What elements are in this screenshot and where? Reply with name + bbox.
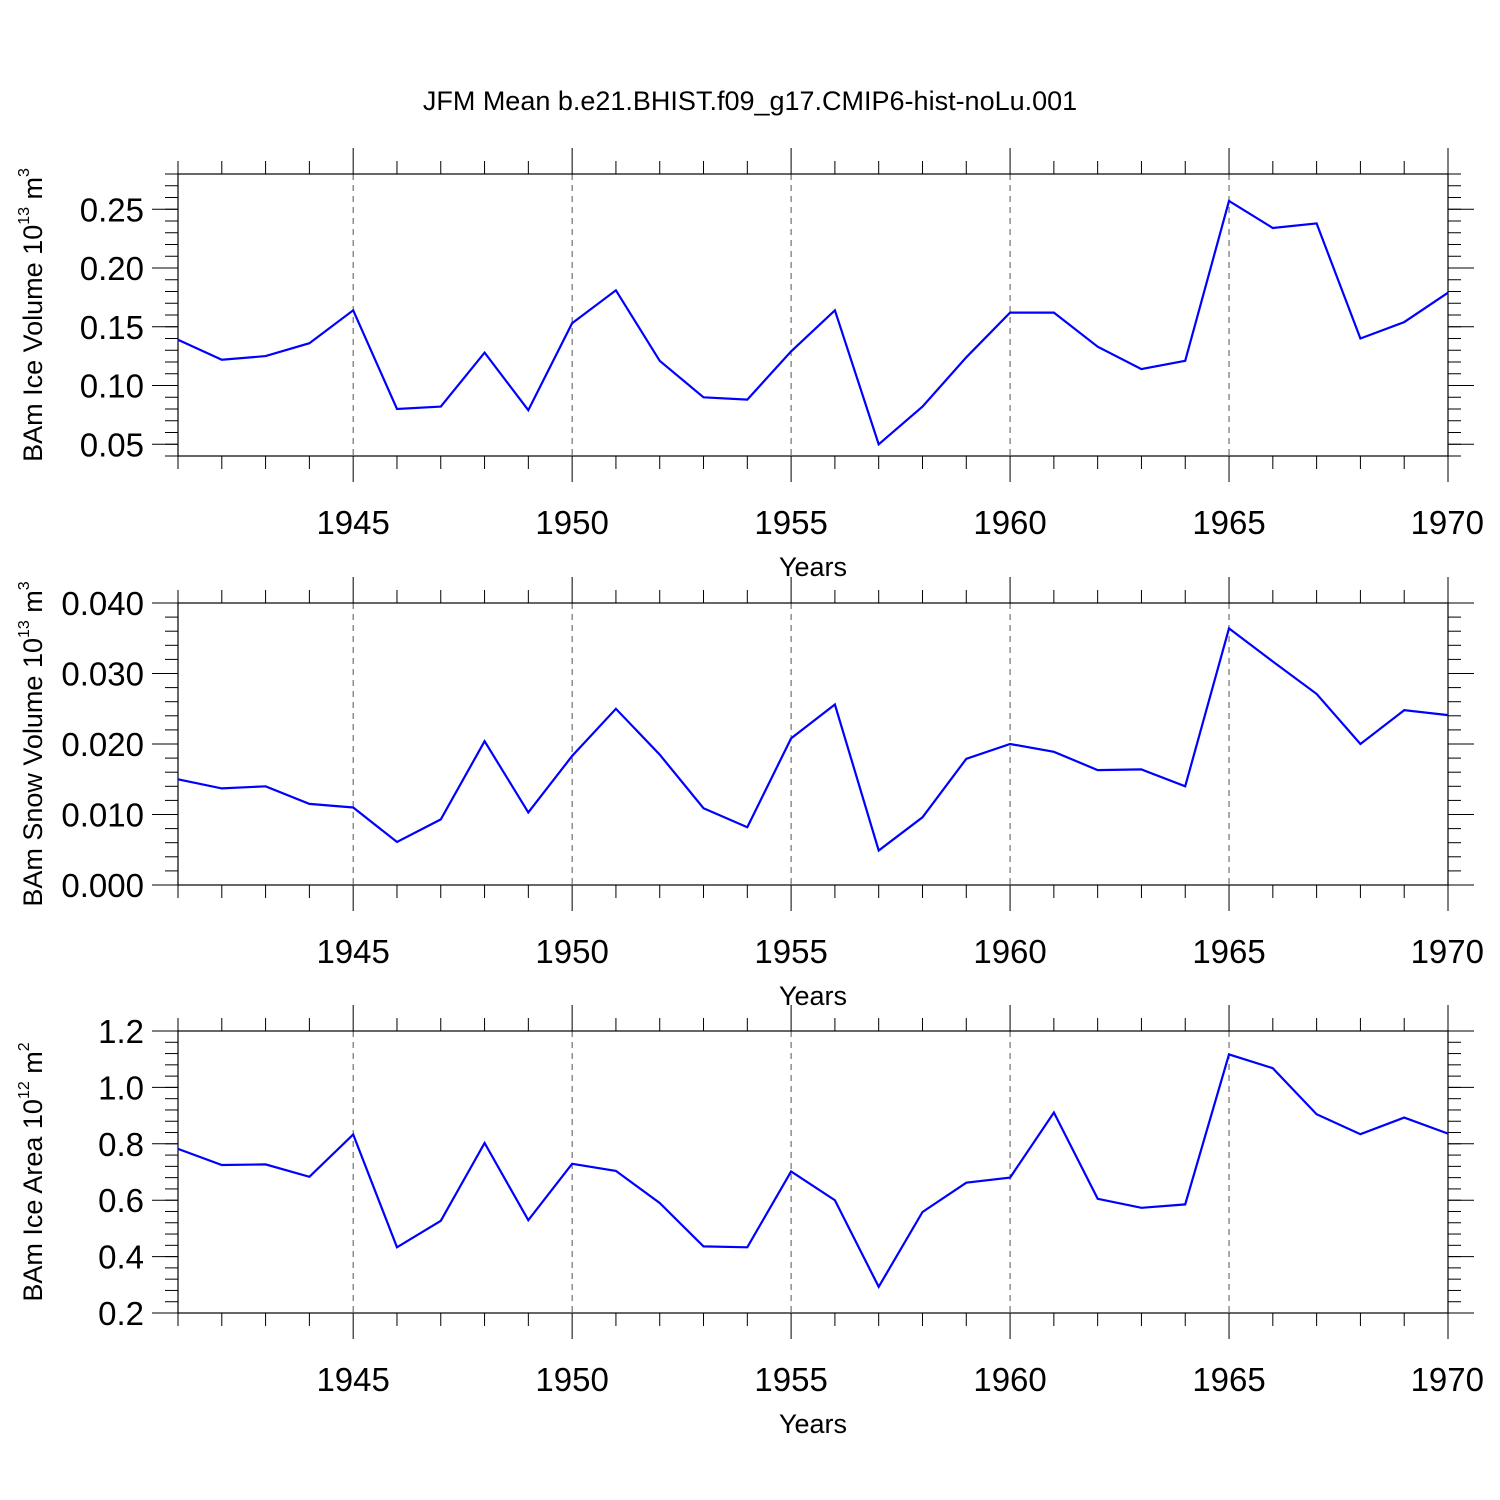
- x-tick-label: 1960: [973, 933, 1046, 970]
- y-axis-label-text: BAm Ice Area 10: [18, 1099, 48, 1302]
- x-axis-label: Years: [779, 1409, 847, 1439]
- y-tick-label: 0.05: [80, 426, 144, 463]
- y-axis-label-unit: m: [18, 590, 48, 620]
- y-tick-label: 0.2: [98, 1295, 144, 1332]
- x-tick-label: 1970: [1411, 1361, 1484, 1398]
- y-tick-label: 0.4: [98, 1239, 144, 1276]
- plot-frame: [177, 1030, 1449, 1314]
- x-tick-label: 1955: [754, 1361, 827, 1398]
- y-tick-label: 1.0: [98, 1069, 144, 1106]
- panel-snow-volume: 0.000 0.010 0.020 0.030 0.040 1945 1950 1955 196…: [16, 577, 1484, 1011]
- x-tick-label: 1970: [1411, 933, 1484, 970]
- series-line: [177, 199, 1449, 447]
- x-tick-label: 1965: [1192, 504, 1265, 541]
- series-line: [177, 1053, 1449, 1290]
- y-axis-label: BAm Ice Volume 1013 m3: [16, 168, 48, 462]
- x-axis-label: Years: [779, 552, 847, 582]
- y-tick-label: 0.040: [61, 585, 144, 622]
- y-tick-label: 1.2: [98, 1013, 144, 1050]
- x-axis-label: Years: [779, 981, 847, 1011]
- y-axis-label-exponent: 12: [16, 1081, 33, 1099]
- y-tick-label: 0.8: [98, 1126, 144, 1163]
- y-tick-label: 0.020: [61, 726, 144, 763]
- x-tick-label: 1970: [1411, 504, 1484, 541]
- y-axis-label-exponent: 13: [16, 207, 33, 225]
- y-axis-label-exponent: 13: [16, 620, 33, 638]
- series-line: [177, 626, 1449, 853]
- x-tick-label: 1945: [316, 1361, 389, 1398]
- x-tick-label: 1945: [316, 504, 389, 541]
- y-tick-label: 0.6: [98, 1182, 144, 1219]
- y-tick-label: 0.030: [61, 656, 144, 693]
- y-axis-label-unit: m: [18, 1051, 48, 1081]
- x-tick-label: 1950: [535, 933, 608, 970]
- y-axis-label: BAm Ice Area 1012 m2: [16, 1042, 48, 1301]
- y-tick-label: 0.010: [61, 797, 144, 834]
- x-tick-label: 1955: [754, 504, 827, 541]
- x-tick-label: 1955: [754, 933, 827, 970]
- x-tick-label: 1960: [973, 1361, 1046, 1398]
- panel-ice-area: 0.2 0.4 0.6 0.8 1.0 1.2 1945 1950 1955 1960 1965 19…: [16, 1005, 1484, 1439]
- y-tick-label: 0.10: [80, 368, 144, 405]
- panel-ice-volume: 0.05 0.10 0.15 0.20 0.25 1945 1950 1955 1960 1965…: [16, 148, 1484, 582]
- figure-title: JFM Mean b.e21.BHIST.f09_g17.CMIP6-hist-…: [423, 86, 1077, 116]
- y-axis-label-unit-exponent: 2: [16, 1042, 33, 1051]
- y-tick-label: 0.000: [61, 867, 144, 904]
- x-tick-label: 1965: [1192, 933, 1265, 970]
- y-axis-label-text: BAm Ice Volume 10: [18, 225, 48, 462]
- y-axis-label-unit-exponent: 3: [16, 168, 33, 177]
- x-tick-label: 1950: [535, 504, 608, 541]
- y-axis-label: BAm Snow Volume 1013 m3: [16, 581, 48, 906]
- x-tick-label: 1950: [535, 1361, 608, 1398]
- y-tick-label: 0.15: [80, 309, 144, 346]
- x-tick-label: 1965: [1192, 1361, 1265, 1398]
- x-tick-label: 1960: [973, 504, 1046, 541]
- y-axis-label-text: BAm Snow Volume 10: [18, 638, 48, 907]
- x-tick-label: 1945: [316, 933, 389, 970]
- y-axis-label-unit-exponent: 3: [16, 581, 33, 590]
- y-tick-label: 0.20: [80, 250, 144, 287]
- y-tick-label: 0.25: [80, 191, 144, 228]
- y-axis-label-unit: m: [18, 177, 48, 207]
